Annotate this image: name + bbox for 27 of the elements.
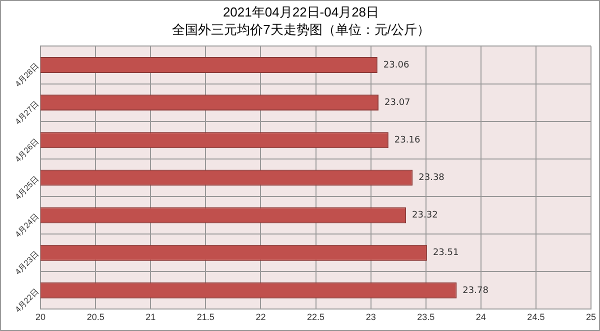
x-tick-label: 21 <box>146 312 156 322</box>
chart-title: 2021年04月22日-04月28日 <box>222 4 380 20</box>
x-tick-label: 22.5 <box>307 312 325 322</box>
y-tick-label: 4月27日 <box>13 99 41 126</box>
data-label: 23.32 <box>412 210 438 221</box>
x-tick-label: 20.5 <box>86 312 104 322</box>
chart-subtitle: 全国外三元均价7天走势图（单位：元/公斤） <box>172 22 430 37</box>
data-label: 23.38 <box>418 173 445 184</box>
x-tick-label: 23.5 <box>417 312 435 322</box>
x-tick-label: 24.5 <box>527 312 545 322</box>
data-label: 23.78 <box>462 286 489 296</box>
x-tick-label: 20 <box>36 312 46 322</box>
data-label: 23.06 <box>383 60 410 70</box>
x-tick-label: 22 <box>256 312 266 322</box>
y-tick-label: 4月26日 <box>13 136 41 164</box>
y-tick-label: 4月28日 <box>13 62 41 89</box>
data-label: 23.07 <box>384 98 410 108</box>
x-tick-label: 23 <box>366 312 376 322</box>
y-tick-label: 4月23日 <box>13 249 41 277</box>
data-label: 23.51 <box>432 248 459 258</box>
data-label: 23.16 <box>394 135 420 146</box>
y-tick-label: 4月25日 <box>13 174 41 202</box>
x-tick-label: 21.5 <box>196 312 214 322</box>
x-tick-label: 25 <box>586 312 596 322</box>
y-tick-label: 4月22日 <box>13 287 41 314</box>
y-tick-label: 4月24日 <box>13 212 41 240</box>
x-tick-label: 24 <box>476 312 486 322</box>
